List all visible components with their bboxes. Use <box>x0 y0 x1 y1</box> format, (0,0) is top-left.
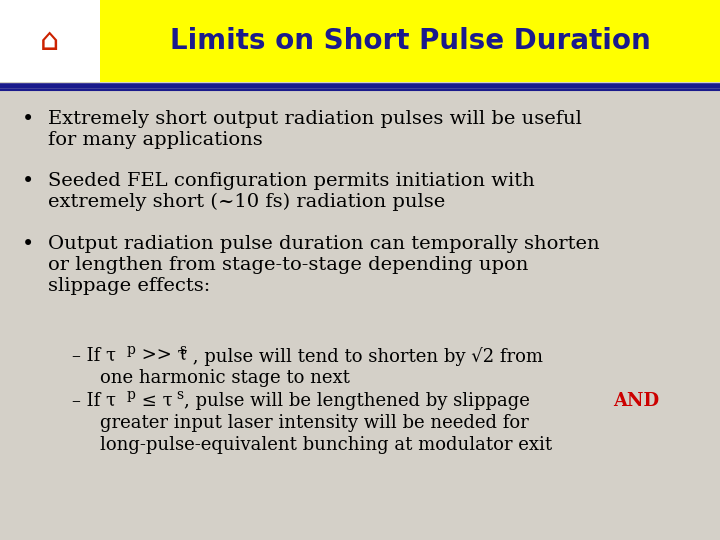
Text: Seeded FEL configuration permits initiation with
extremely short (~10 fs) radiat: Seeded FEL configuration permits initiat… <box>48 172 535 211</box>
Text: •: • <box>22 172 34 191</box>
Text: s: s <box>176 388 183 402</box>
Text: Output radiation pulse duration can temporally shorten
or lengthen from stage-to: Output radiation pulse duration can temp… <box>48 235 600 295</box>
Text: >> τ: >> τ <box>136 347 187 365</box>
Text: AND: AND <box>613 392 659 410</box>
Text: p: p <box>127 343 136 357</box>
FancyBboxPatch shape <box>0 0 720 82</box>
Text: Limits on Short Pulse Duration: Limits on Short Pulse Duration <box>170 27 650 55</box>
Text: s: s <box>179 343 186 357</box>
Text: •: • <box>22 235 34 254</box>
Text: , pulse will tend to shorten by √2 from: , pulse will tend to shorten by √2 from <box>187 347 543 366</box>
FancyBboxPatch shape <box>0 0 100 82</box>
Text: ⌂: ⌂ <box>40 26 60 56</box>
Text: – If τ: – If τ <box>72 392 116 410</box>
Text: •: • <box>22 110 34 129</box>
Text: one harmonic stage to next: one harmonic stage to next <box>100 369 350 387</box>
Text: long-pulse-equivalent bunching at modulator exit: long-pulse-equivalent bunching at modula… <box>100 436 552 454</box>
Text: p: p <box>127 388 136 402</box>
Text: ≤ τ: ≤ τ <box>136 392 173 410</box>
Text: – If τ: – If τ <box>72 347 116 365</box>
Text: greater input laser intensity will be needed for: greater input laser intensity will be ne… <box>100 414 528 432</box>
Text: , pulse will be lengthened by slippage: , pulse will be lengthened by slippage <box>184 392 536 410</box>
Text: Extremely short output radiation pulses will be useful
for many applications: Extremely short output radiation pulses … <box>48 110 582 149</box>
